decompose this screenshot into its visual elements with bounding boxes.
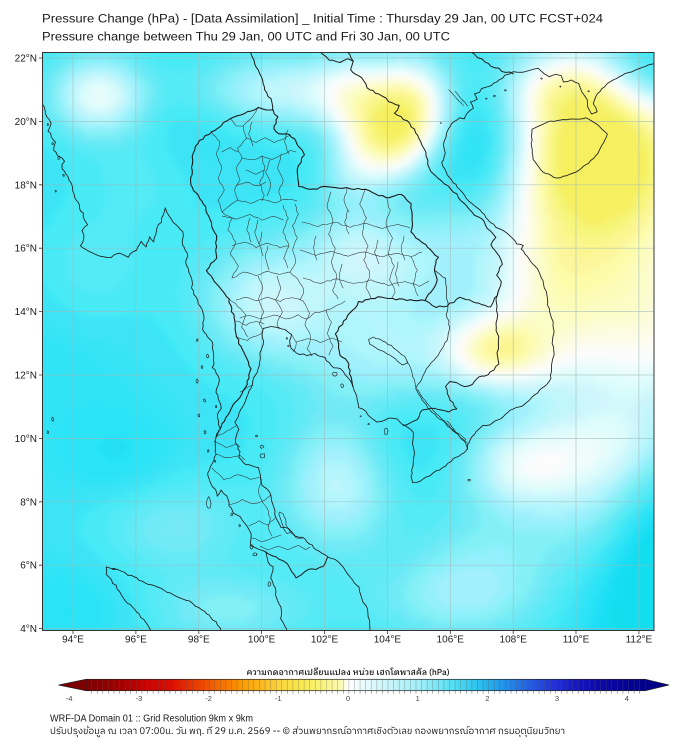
svg-text:6°N: 6°N <box>20 561 37 572</box>
svg-text:Pressure change between Thu 29: Pressure change between Thu 29 Jan, 00 U… <box>42 30 450 44</box>
svg-text:108°E: 108°E <box>500 635 528 646</box>
svg-text:4°N: 4°N <box>20 624 37 635</box>
svg-text:12°N: 12°N <box>15 371 37 382</box>
svg-text:0: 0 <box>346 694 350 703</box>
svg-text:16°N: 16°N <box>15 244 37 255</box>
svg-text:10°N: 10°N <box>15 434 37 445</box>
svg-text:14°N: 14°N <box>15 307 37 318</box>
svg-text:-3: -3 <box>136 694 143 703</box>
svg-text:96°E: 96°E <box>125 635 147 646</box>
svg-text:20°N: 20°N <box>15 117 37 128</box>
svg-text:94°E: 94°E <box>62 635 84 646</box>
svg-text:18°N: 18°N <box>15 180 37 191</box>
svg-text:-4: -4 <box>66 694 73 703</box>
svg-text:8°N: 8°N <box>20 497 37 508</box>
svg-text:104°E: 104°E <box>374 635 402 646</box>
svg-text:1: 1 <box>416 694 420 703</box>
svg-text:110°E: 110°E <box>563 635 590 646</box>
svg-text:-1: -1 <box>275 694 282 703</box>
svg-text:22°N: 22°N <box>15 54 37 65</box>
svg-text:102°E: 102°E <box>311 635 339 646</box>
svg-text:98°E: 98°E <box>188 635 210 646</box>
svg-text:100°E: 100°E <box>248 635 276 646</box>
svg-text:-2: -2 <box>205 694 212 703</box>
svg-text:2: 2 <box>485 694 489 703</box>
svg-text:3: 3 <box>555 694 559 703</box>
svg-text:Pressure Change (hPa) - [Data: Pressure Change (hPa) - [Data Assimilati… <box>42 12 603 26</box>
svg-text:112°E: 112°E <box>626 635 653 646</box>
svg-text:4: 4 <box>625 694 629 703</box>
svg-text:WRF-DA Domain 01 :: Grid Resol: WRF-DA Domain 01 :: Grid Resolution 9km … <box>50 714 253 725</box>
svg-text:106°E: 106°E <box>437 635 465 646</box>
